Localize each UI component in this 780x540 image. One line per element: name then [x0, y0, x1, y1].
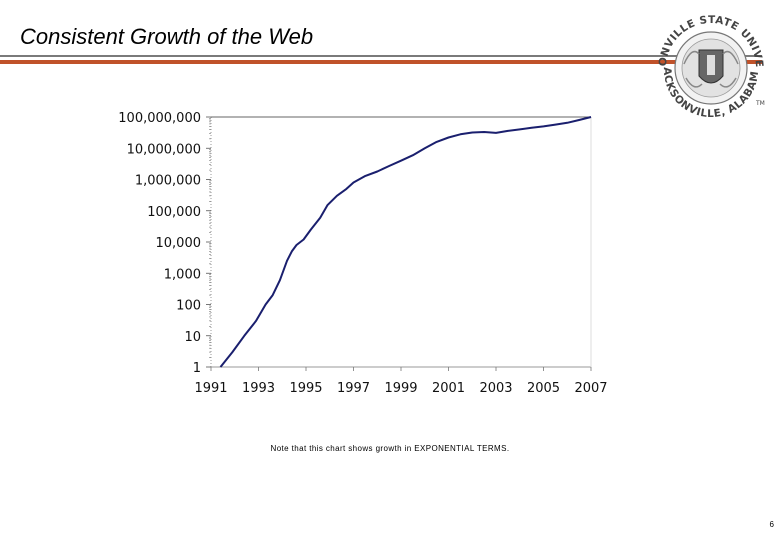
series-line-0	[219, 116, 592, 368]
series-layer	[211, 116, 592, 368]
y-tick-label: 10,000,000	[127, 142, 201, 157]
x-axis: 1991 1993 1995 1997 1999 2001 2003 2005 2007	[194, 117, 608, 396]
university-seal-icon: JACKSONVILLE STATE UNIVERSITY JACKSONVIL…	[650, 4, 765, 120]
y-tick-label: 10,000	[156, 236, 202, 251]
x-tick-label: 2007	[574, 381, 607, 396]
x-tick-label: 1993	[242, 381, 275, 396]
y-tick-label: 1	[193, 361, 201, 376]
slide-title: Consistent Growth of the Web	[20, 24, 314, 49]
x-tick-label: 2001	[432, 381, 465, 396]
y-tick-label: 100,000,000	[118, 111, 201, 126]
x-tick-label: 1991	[194, 381, 227, 396]
seal-trademark: TM	[755, 100, 765, 107]
y-axis: 1 10 100 1,000 10,000 100,000 1,000,000 10,000,…	[118, 111, 212, 376]
web-growth-chart: 1 10 100 1,000 10,000 100,000 1,000,000 10,000,…	[118, 111, 608, 396]
y-tick-label: 1,000,000	[135, 174, 201, 189]
y-tick-label: 10	[184, 330, 201, 345]
y-tick-label: 1,000	[164, 267, 201, 282]
x-tick-label: 2003	[479, 381, 512, 396]
y-tick-label: 100,000	[147, 205, 201, 220]
y-tick-label: 100	[176, 299, 201, 314]
title-divider-gray	[0, 55, 762, 57]
title-divider-orange	[0, 60, 762, 64]
page-number: 6	[769, 520, 774, 529]
x-tick-label: 2005	[527, 381, 560, 396]
chart-note: Note that this chart shows growth in EXP…	[270, 444, 510, 453]
x-tick-label: 1997	[337, 381, 370, 396]
x-tick-label: 1999	[384, 381, 417, 396]
x-tick-label: 1995	[289, 381, 322, 396]
